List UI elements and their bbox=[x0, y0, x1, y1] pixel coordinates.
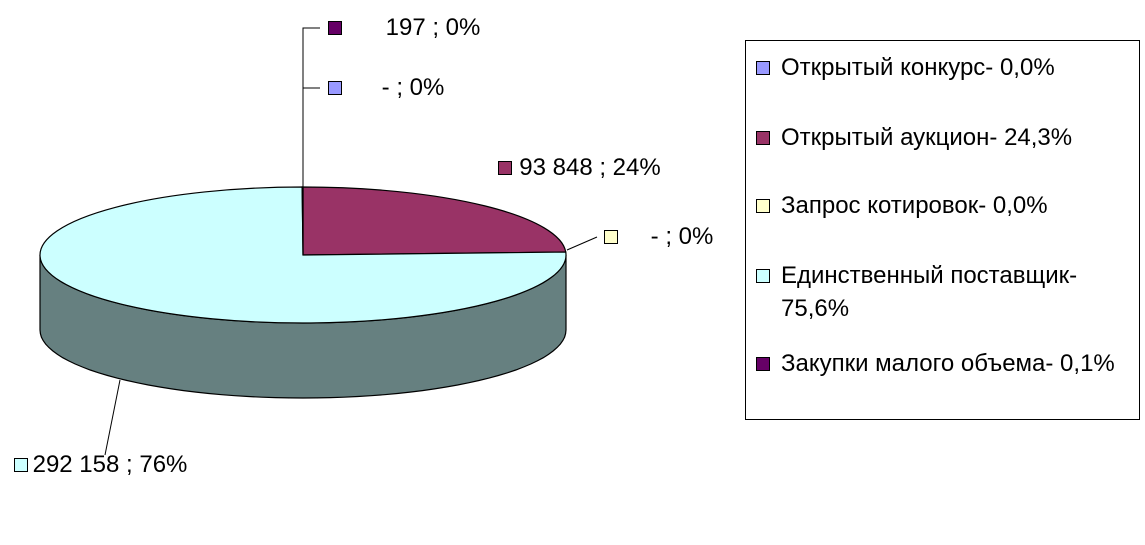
legend-label: Открытый аукцион- 24,3% bbox=[781, 124, 1073, 151]
slice bbox=[302, 186, 567, 256]
legend-marker bbox=[756, 61, 770, 75]
legend-marker bbox=[756, 199, 770, 213]
legend-label: Единственный поставщик- 75,6% bbox=[781, 262, 1078, 322]
leader-line bbox=[302, 27, 320, 187]
data-label: 292 158 ; 76% bbox=[32, 451, 188, 478]
label-marker bbox=[328, 81, 342, 95]
slice bbox=[39, 186, 567, 324]
legend-label: Запрос котировок- 0,0% bbox=[781, 192, 1048, 219]
legend-label: Закупки малого объема- 0,1% bbox=[781, 350, 1115, 377]
data-label: 93 848 ; 24% bbox=[519, 154, 661, 181]
leader-line bbox=[566, 236, 598, 251]
label-marker bbox=[498, 161, 512, 175]
label-marker bbox=[604, 230, 618, 244]
legend-label: Открытый конкурс- 0,0% bbox=[781, 54, 1055, 81]
leader-line bbox=[104, 379, 121, 456]
label-marker bbox=[328, 21, 342, 35]
data-label: - ; 0% bbox=[381, 74, 445, 101]
legend: Открытый конкурс- 0,0% Открытый аукцион- … bbox=[745, 40, 1140, 420]
slice bbox=[301, 186, 304, 256]
legend-marker bbox=[756, 357, 770, 371]
data-label: - ; 0% bbox=[650, 223, 714, 250]
data-label: 197 ; 0% bbox=[385, 14, 481, 41]
label-marker bbox=[14, 458, 28, 472]
legend-marker bbox=[756, 131, 770, 145]
legend-marker bbox=[756, 269, 770, 283]
